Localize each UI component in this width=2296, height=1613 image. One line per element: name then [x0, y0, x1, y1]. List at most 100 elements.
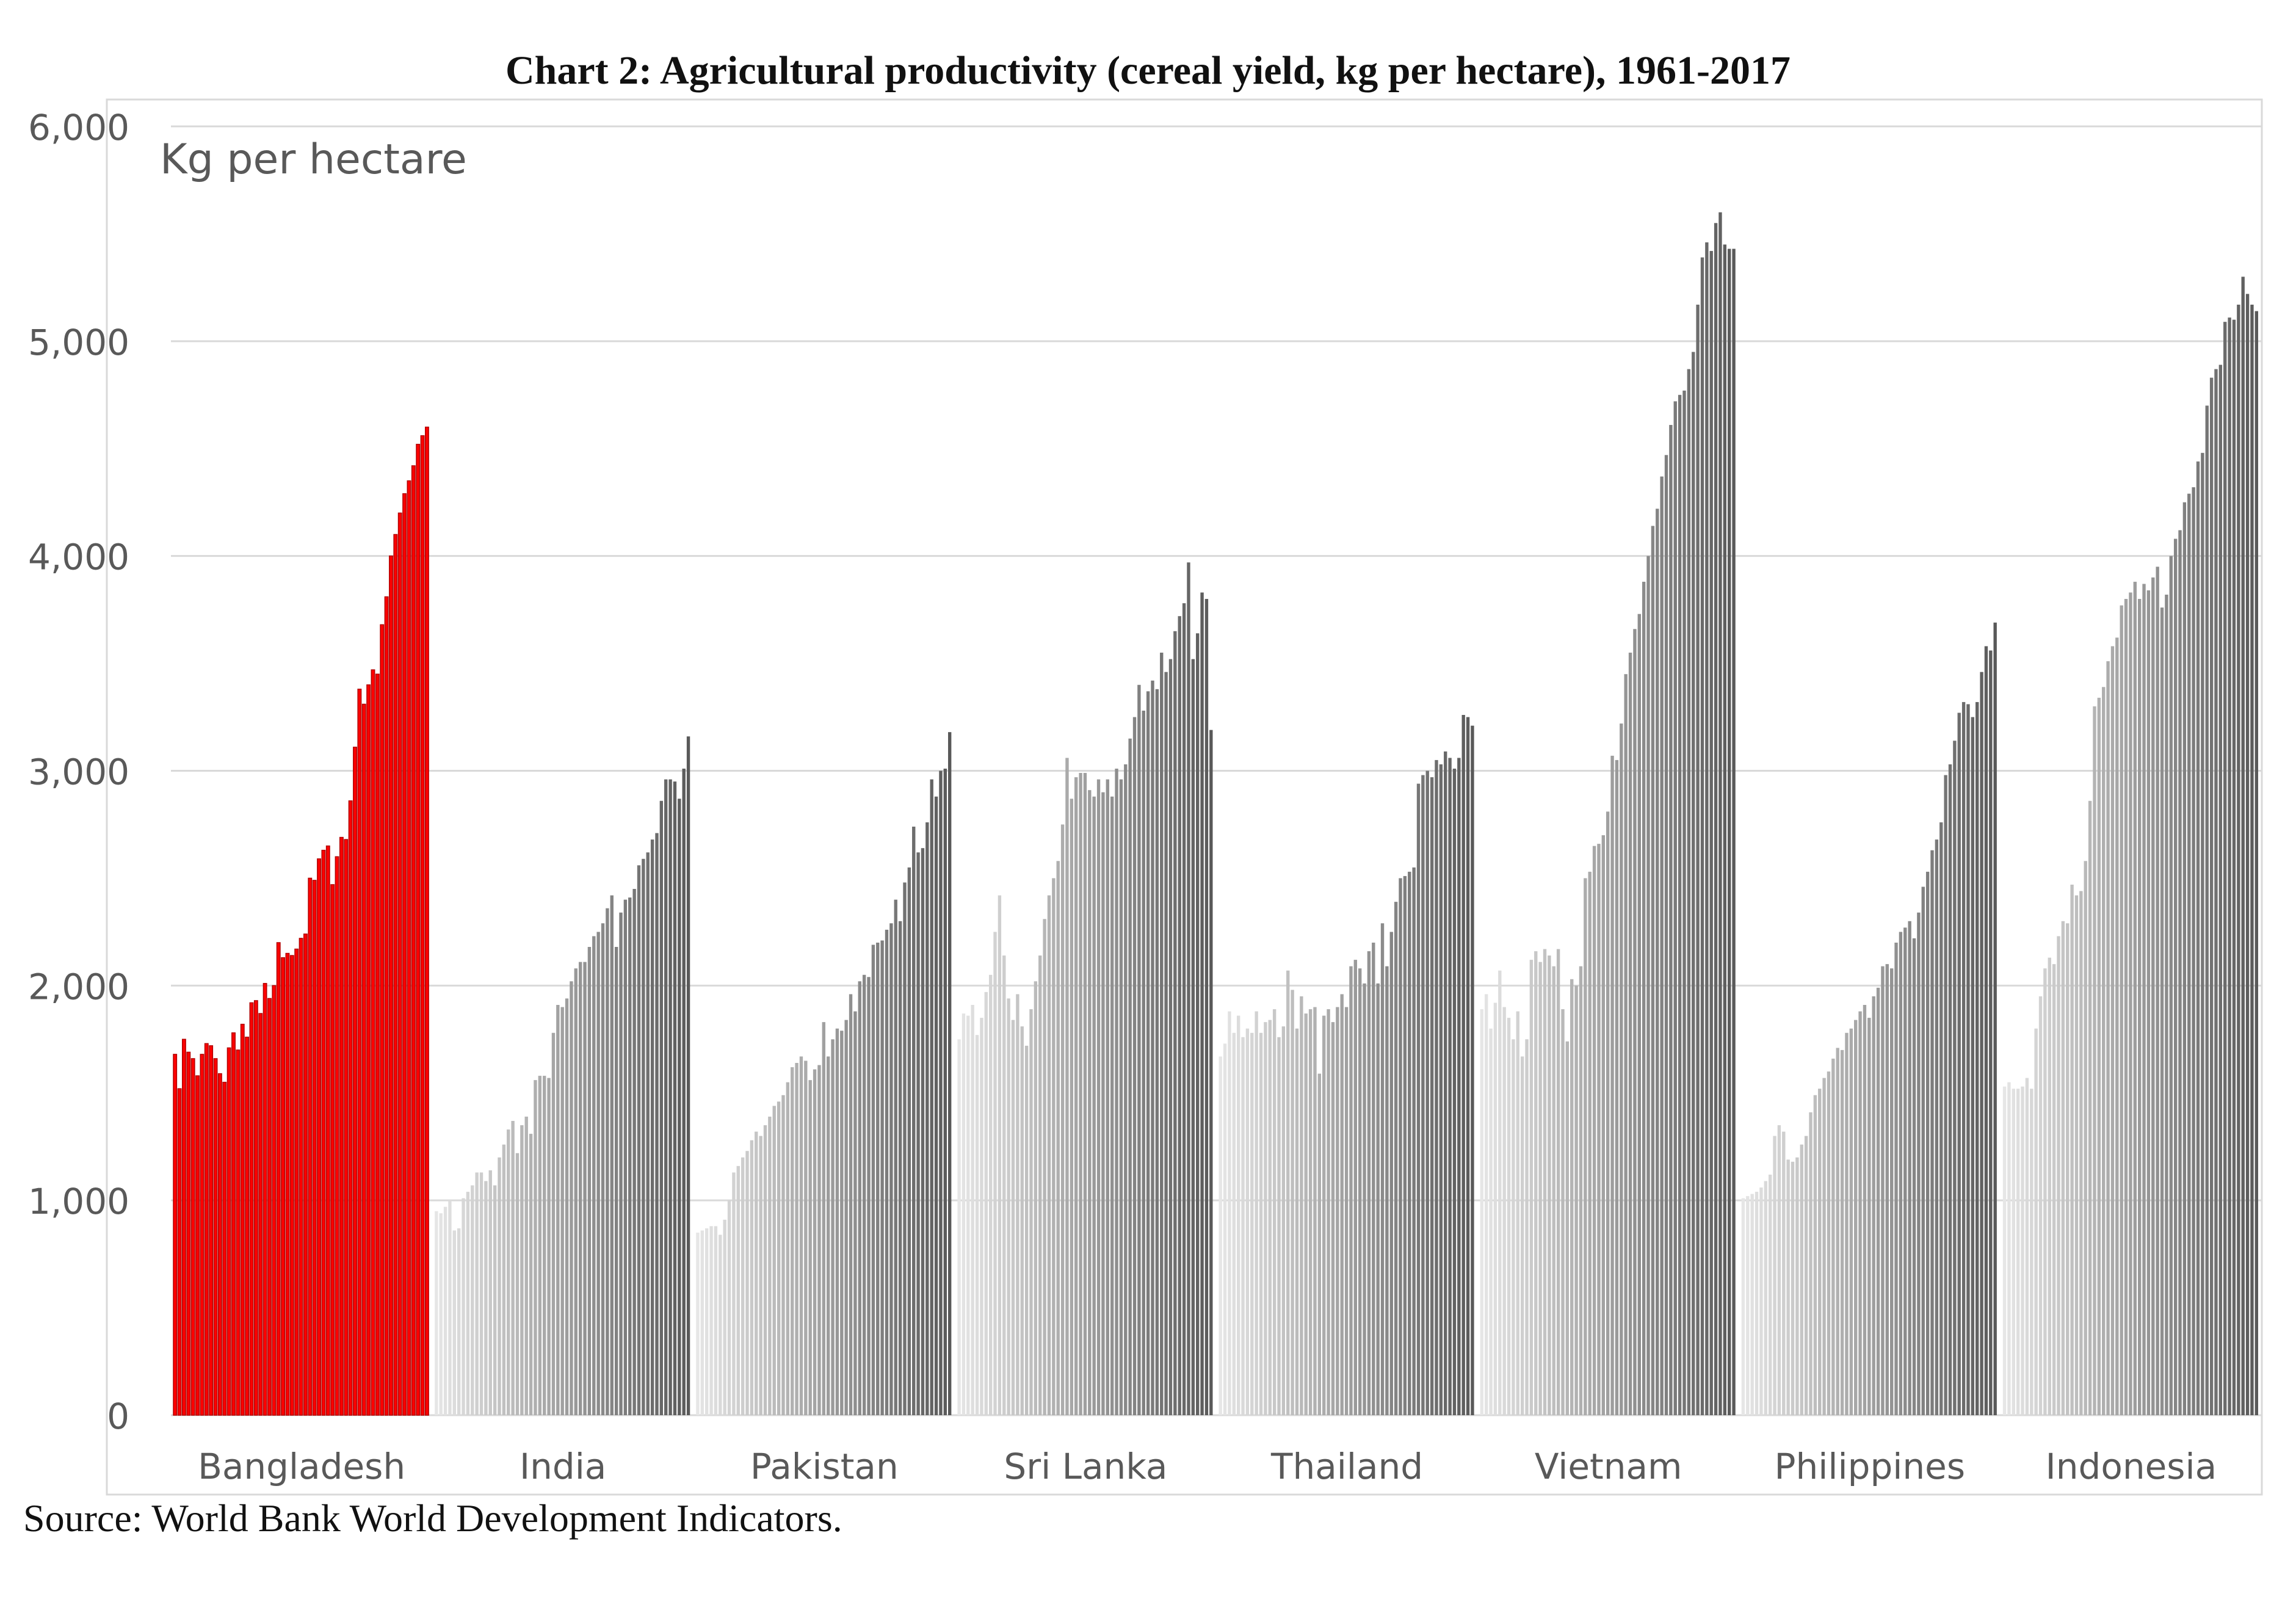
bar	[1867, 1018, 1871, 1415]
bar	[601, 923, 605, 1415]
bar	[1403, 875, 1407, 1415]
bar	[407, 480, 411, 1416]
bar	[1552, 966, 1555, 1415]
bar	[2038, 996, 2043, 1415]
bar	[1128, 738, 1132, 1415]
bar	[1696, 305, 1700, 1415]
bar	[2165, 595, 2168, 1415]
bar	[1394, 902, 1398, 1415]
bar	[2057, 936, 2060, 1415]
bar-group	[173, 426, 429, 1416]
bar	[1038, 955, 1042, 1415]
bar	[222, 1081, 227, 1416]
bar	[1056, 861, 1060, 1415]
bar	[289, 955, 294, 1416]
bar	[939, 770, 943, 1415]
chart-title: Chart 2: Agricultural productivity (cere…	[505, 48, 1791, 93]
bar	[583, 962, 587, 1415]
plot-border	[106, 98, 2263, 1496]
x-category-label: Philippines	[1775, 1446, 1966, 1487]
bar	[1047, 895, 1051, 1415]
bar	[1764, 1181, 1767, 1415]
y-tick-label: 6,000	[28, 107, 129, 148]
bar	[2232, 319, 2236, 1415]
bar	[961, 1013, 966, 1415]
bar	[975, 1035, 979, 1415]
bar	[1408, 871, 1411, 1415]
bar	[871, 944, 875, 1415]
x-axis-category-labels: Bangladesh India Pakistan Sri Lanka Thailand…	[198, 1446, 2217, 1487]
bar	[411, 465, 416, 1416]
bar	[1660, 476, 1664, 1415]
bar	[827, 1056, 830, 1415]
bar	[1389, 932, 1393, 1416]
bar	[1416, 783, 1421, 1415]
bar	[759, 1136, 762, 1415]
bar	[2002, 1086, 2007, 1415]
bar	[1132, 717, 1137, 1415]
bar	[822, 1022, 825, 1415]
bar	[804, 1060, 808, 1415]
bar	[1223, 1043, 1227, 1415]
bar	[1124, 764, 1128, 1415]
bar	[1034, 981, 1038, 1415]
bar	[1529, 960, 1534, 1415]
bar	[1245, 1028, 1250, 1415]
bar	[1818, 1089, 1822, 1415]
bar	[1304, 1013, 1308, 1415]
bar	[1989, 650, 1993, 1415]
x-category-label: Sri Lanka	[1004, 1446, 1167, 1487]
bar	[984, 991, 988, 1415]
bar	[709, 1226, 713, 1415]
bar	[808, 1080, 812, 1415]
bar	[1385, 966, 1389, 1415]
bar	[1894, 942, 1898, 1415]
bar	[637, 865, 641, 1415]
bar-group	[957, 562, 1213, 1416]
bar-group	[696, 732, 952, 1415]
bar	[389, 555, 393, 1416]
bar	[2110, 646, 2115, 1415]
bar	[1286, 970, 1290, 1415]
y-axis-tick-labels: 0 1,000 2,000 3,000 4,000 5,000 6,000	[28, 107, 129, 1437]
bar	[1096, 779, 1101, 1415]
bar	[2007, 1082, 2011, 1415]
bar	[2124, 599, 2128, 1415]
bar	[348, 800, 353, 1416]
bar	[371, 669, 375, 1416]
bar	[1881, 966, 1885, 1415]
bar	[1291, 990, 1294, 1415]
bar	[1624, 674, 1628, 1415]
bar	[840, 1031, 844, 1415]
bar	[682, 768, 686, 1415]
bar	[1151, 680, 1154, 1415]
bar	[1043, 919, 1046, 1415]
bar	[330, 884, 335, 1416]
bar	[1065, 758, 1069, 1415]
bar	[452, 1230, 456, 1415]
bar	[2228, 317, 2231, 1415]
bar	[1200, 592, 1204, 1415]
bar	[339, 836, 344, 1416]
bar	[366, 684, 371, 1416]
bar	[1669, 425, 1673, 1415]
bar	[1349, 966, 1353, 1415]
bar	[1255, 1011, 1258, 1415]
bar	[1412, 867, 1416, 1415]
bar	[1137, 684, 1141, 1415]
bar	[475, 1172, 479, 1415]
bar	[1461, 715, 1465, 1415]
bar	[646, 852, 650, 1415]
bar	[281, 957, 286, 1416]
bar	[2016, 1089, 2020, 1415]
bar	[781, 1095, 785, 1415]
bar	[772, 1106, 776, 1415]
bar	[1024, 1045, 1029, 1415]
bar	[2182, 502, 2187, 1416]
bar	[1570, 979, 1574, 1415]
bar	[1849, 1028, 1853, 1415]
bar	[439, 1213, 443, 1415]
bar	[628, 897, 632, 1415]
bar	[1642, 581, 1646, 1415]
bar	[1146, 691, 1150, 1415]
